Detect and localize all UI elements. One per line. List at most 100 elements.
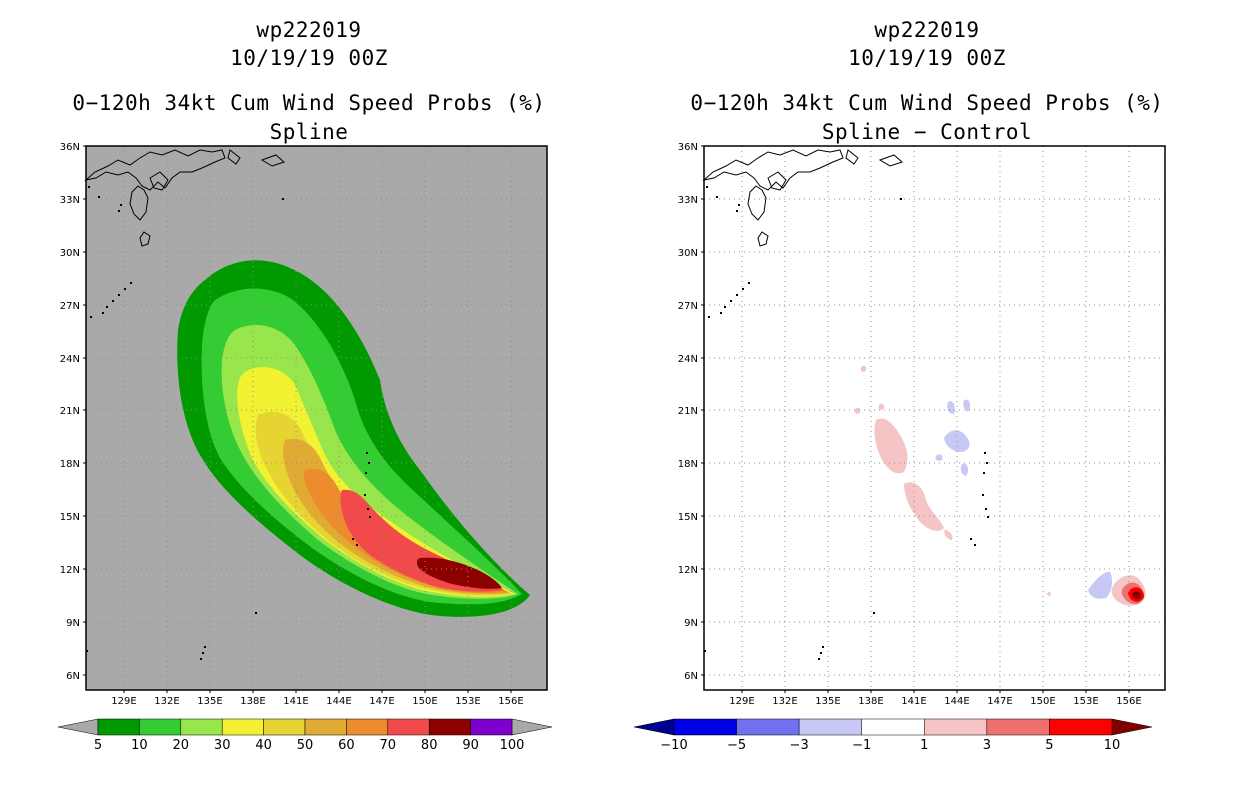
island xyxy=(88,186,90,188)
map-area xyxy=(704,146,1165,690)
island xyxy=(736,210,738,212)
difference-contours xyxy=(854,365,1146,606)
coastline xyxy=(129,185,149,221)
island xyxy=(366,452,368,454)
coastline xyxy=(149,171,169,191)
difference-blob xyxy=(860,365,867,372)
latitude-label: 21N xyxy=(678,406,698,417)
latitude-label: 27N xyxy=(60,301,80,312)
colorbar-right-arrow xyxy=(1111,718,1153,736)
longitude-label: 150E xyxy=(412,696,437,707)
colorbar-segment xyxy=(986,718,1050,736)
colorbar-label: −3 xyxy=(790,738,809,753)
latitude-label: 30N xyxy=(678,248,698,259)
longitude-label: 156E xyxy=(498,696,523,707)
island xyxy=(987,516,989,518)
probability-map: 36N 33N 30N 27N 24N 21N 18N 15N 12N 9N 6N 129E 132E 1… xyxy=(57,142,553,753)
island xyxy=(986,462,988,464)
panel-subtitle: Spline xyxy=(269,120,349,144)
colorbar-segment xyxy=(798,718,862,736)
colorbar-segment xyxy=(263,718,306,736)
colorbar-segment xyxy=(736,718,800,736)
latitude-label: 15N xyxy=(678,512,698,523)
difference-blob xyxy=(904,482,944,531)
island xyxy=(706,186,708,188)
island xyxy=(974,544,976,546)
island xyxy=(970,538,972,540)
coastline xyxy=(845,149,859,165)
island xyxy=(742,288,744,290)
colorbar-segment xyxy=(221,718,264,736)
forecast-date: 10/19/19 00Z xyxy=(848,46,1006,70)
island xyxy=(106,306,108,308)
island xyxy=(130,282,132,284)
colorbar-left-arrow xyxy=(633,718,675,736)
coastlines xyxy=(84,149,371,660)
island xyxy=(356,544,358,546)
island xyxy=(352,538,354,540)
colorbar-left-arrow xyxy=(57,718,99,736)
colorbar-label: 5 xyxy=(1045,738,1053,753)
latitude-label: 9N xyxy=(66,618,80,629)
contour-30 xyxy=(237,367,515,597)
longitude-label: 153E xyxy=(1073,696,1098,707)
island xyxy=(124,288,126,290)
colorbar-segment xyxy=(470,718,513,736)
island xyxy=(873,612,875,614)
right-panel: wp222019 10/19/19 00Z 0−120h 34kt Cum Wi… xyxy=(618,0,1236,800)
colorbar-label: −10 xyxy=(660,738,687,753)
latitude-label: 15N xyxy=(60,512,80,523)
colorbar-segment xyxy=(673,718,737,736)
longitude-label: 129E xyxy=(111,696,136,707)
axis-labels: 36N 33N 30N 27N 24N 21N 18N 15N 12N 9N 6N 129E 132E 1… xyxy=(60,142,524,707)
difference-blob xyxy=(1047,591,1051,596)
colorbar-label: 90 xyxy=(462,738,479,753)
colorbar-label: 60 xyxy=(338,738,355,753)
difference-blob xyxy=(874,418,908,474)
coastlines xyxy=(702,149,989,660)
difference-blob xyxy=(1132,591,1142,600)
island xyxy=(900,198,902,200)
colorbar-segment xyxy=(346,718,389,736)
island xyxy=(118,210,120,212)
island xyxy=(90,316,92,318)
coastline xyxy=(747,185,767,221)
coastline xyxy=(702,149,844,191)
colorbar-segment xyxy=(97,718,140,736)
map-border xyxy=(703,145,1166,691)
longitude-label: 135E xyxy=(197,696,222,707)
latitude-label: 12N xyxy=(678,565,698,576)
product-title: 0−120h 34kt Cum Wind Speed Probs (%) xyxy=(72,91,546,115)
colorbar-segment xyxy=(180,718,223,736)
colorbar-segment xyxy=(387,718,430,736)
latitude-label: 21N xyxy=(60,406,80,417)
difference-map: 36N 33N 30N 27N 24N 21N 18N 15N 12N 9N 6N 129E 132E 1… xyxy=(633,142,1166,753)
longitude-label: 138E xyxy=(858,696,883,707)
island xyxy=(982,494,984,496)
longitude-label: 135E xyxy=(815,696,840,707)
longitude-label: 141E xyxy=(901,696,926,707)
coastline xyxy=(227,149,241,165)
longitude-label: 129E xyxy=(729,696,754,707)
map-border xyxy=(85,145,548,691)
island xyxy=(204,646,206,648)
island xyxy=(102,312,104,314)
latitude-label: 33N xyxy=(678,195,698,206)
longitude-label: 132E xyxy=(154,696,179,707)
map-frame xyxy=(703,145,1166,691)
colorbar-right-arrow xyxy=(511,718,553,736)
latitude-label: 12N xyxy=(60,565,80,576)
difference-blob xyxy=(960,463,969,476)
island xyxy=(118,294,120,296)
coastline xyxy=(878,154,903,167)
longitude-label: 150E xyxy=(1030,696,1055,707)
longitude-label: 141E xyxy=(283,696,308,707)
island xyxy=(984,452,986,454)
colorbar-label: 70 xyxy=(380,738,397,753)
coastline xyxy=(84,149,226,191)
latitude-label: 36N xyxy=(678,142,698,153)
map-background xyxy=(704,146,1165,690)
colorbar-label: 20 xyxy=(173,738,190,753)
island xyxy=(120,204,122,206)
island xyxy=(720,312,722,314)
